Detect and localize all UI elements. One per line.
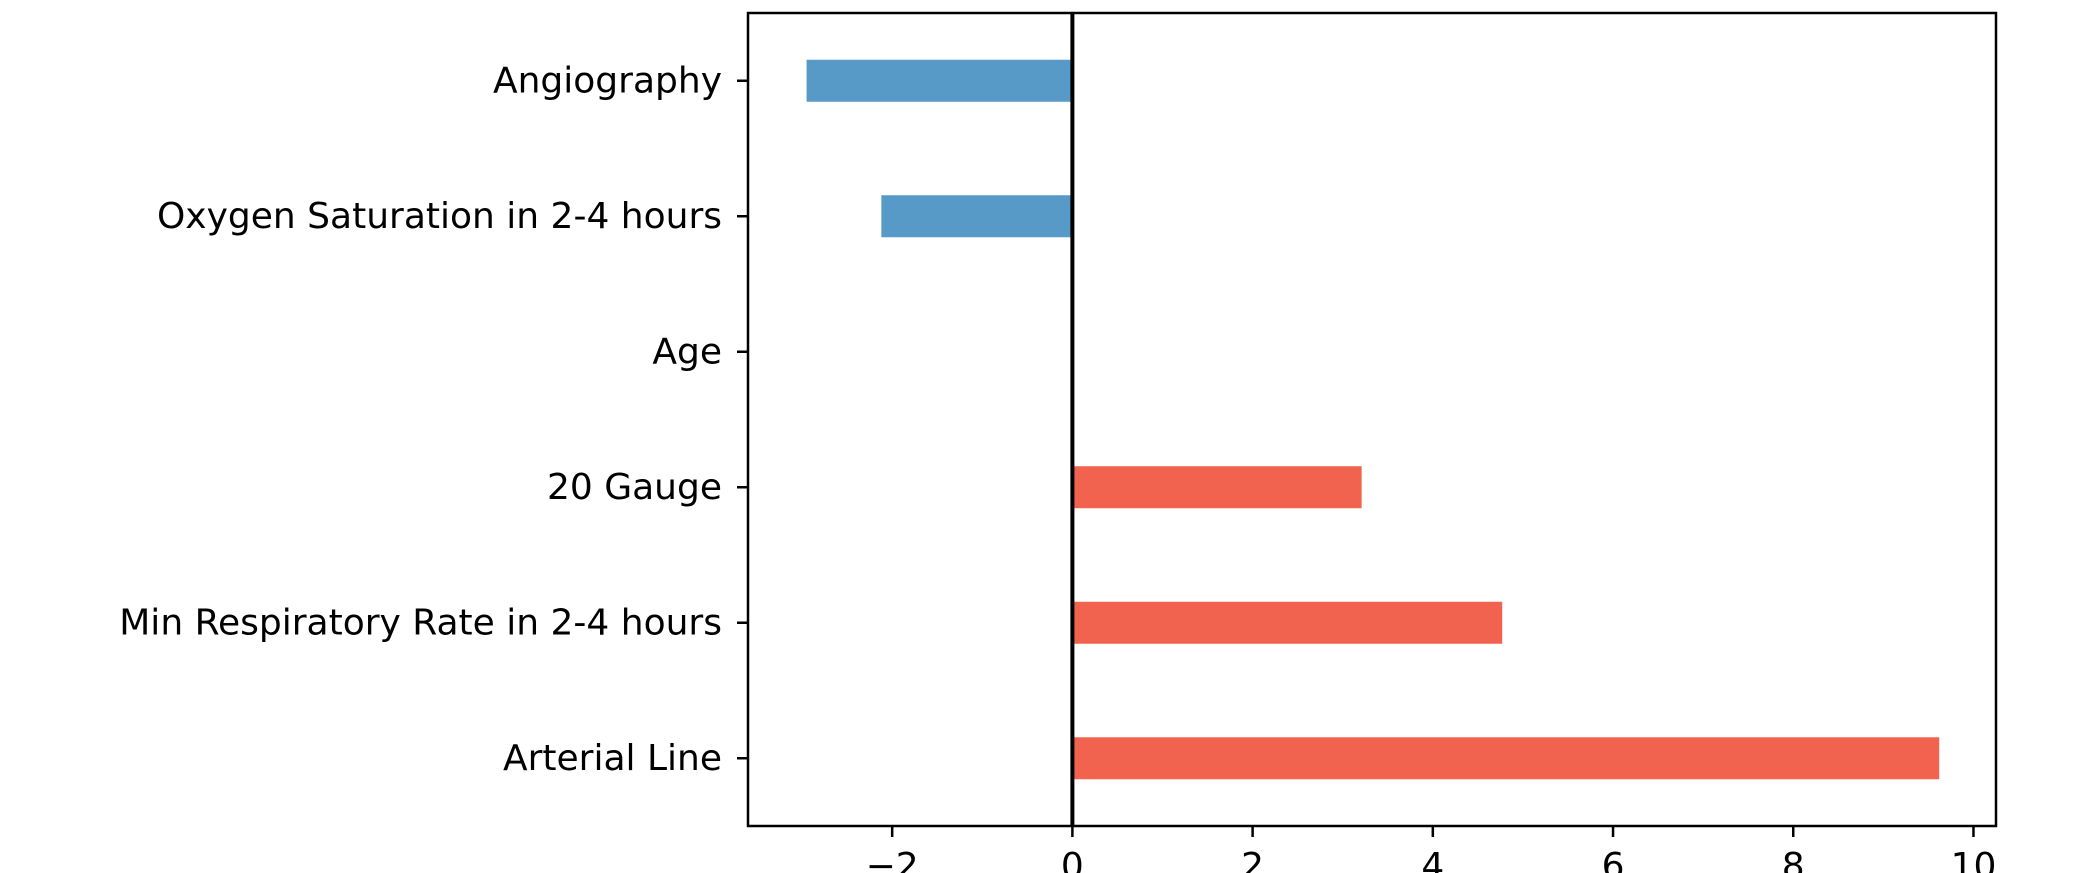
- y-tick-label: Oxygen Saturation in 2-4 hours: [157, 196, 722, 237]
- bar-angiography: [806, 59, 1073, 102]
- y-tick-label: Angiography: [493, 60, 722, 101]
- x-tick-label: 0: [1061, 846, 1084, 873]
- y-tick-label: Min Respiratory Rate in 2-4 hours: [119, 602, 722, 643]
- y-tick-label: Age: [652, 331, 722, 372]
- x-tick-label: 4: [1421, 846, 1444, 873]
- x-axis: −2 0 2 4 6 8 10: [866, 826, 1997, 873]
- y-axis: Angiography Oxygen Saturation in 2-4 hour…: [119, 60, 748, 779]
- x-tick-label: 10: [1951, 846, 1997, 873]
- y-tick-label: 20 Gauge: [547, 467, 722, 508]
- x-tick-label: 2: [1241, 846, 1264, 873]
- bar-oxygen-saturation-in-2-4-hours: [881, 195, 1073, 238]
- x-tick-label: 8: [1782, 846, 1805, 873]
- plot-frame: [746, 11, 1998, 828]
- bar-20-gauge: [1072, 466, 1362, 509]
- bars-group: [806, 59, 1940, 780]
- y-tick-label: Arterial Line: [503, 738, 722, 779]
- bar-arterial-line: [1072, 737, 1940, 780]
- bar-min-respiratory-rate-in-2-4-hours: [1072, 601, 1503, 644]
- x-tick-label: −2: [866, 846, 919, 873]
- x-tick-label: 6: [1602, 846, 1625, 873]
